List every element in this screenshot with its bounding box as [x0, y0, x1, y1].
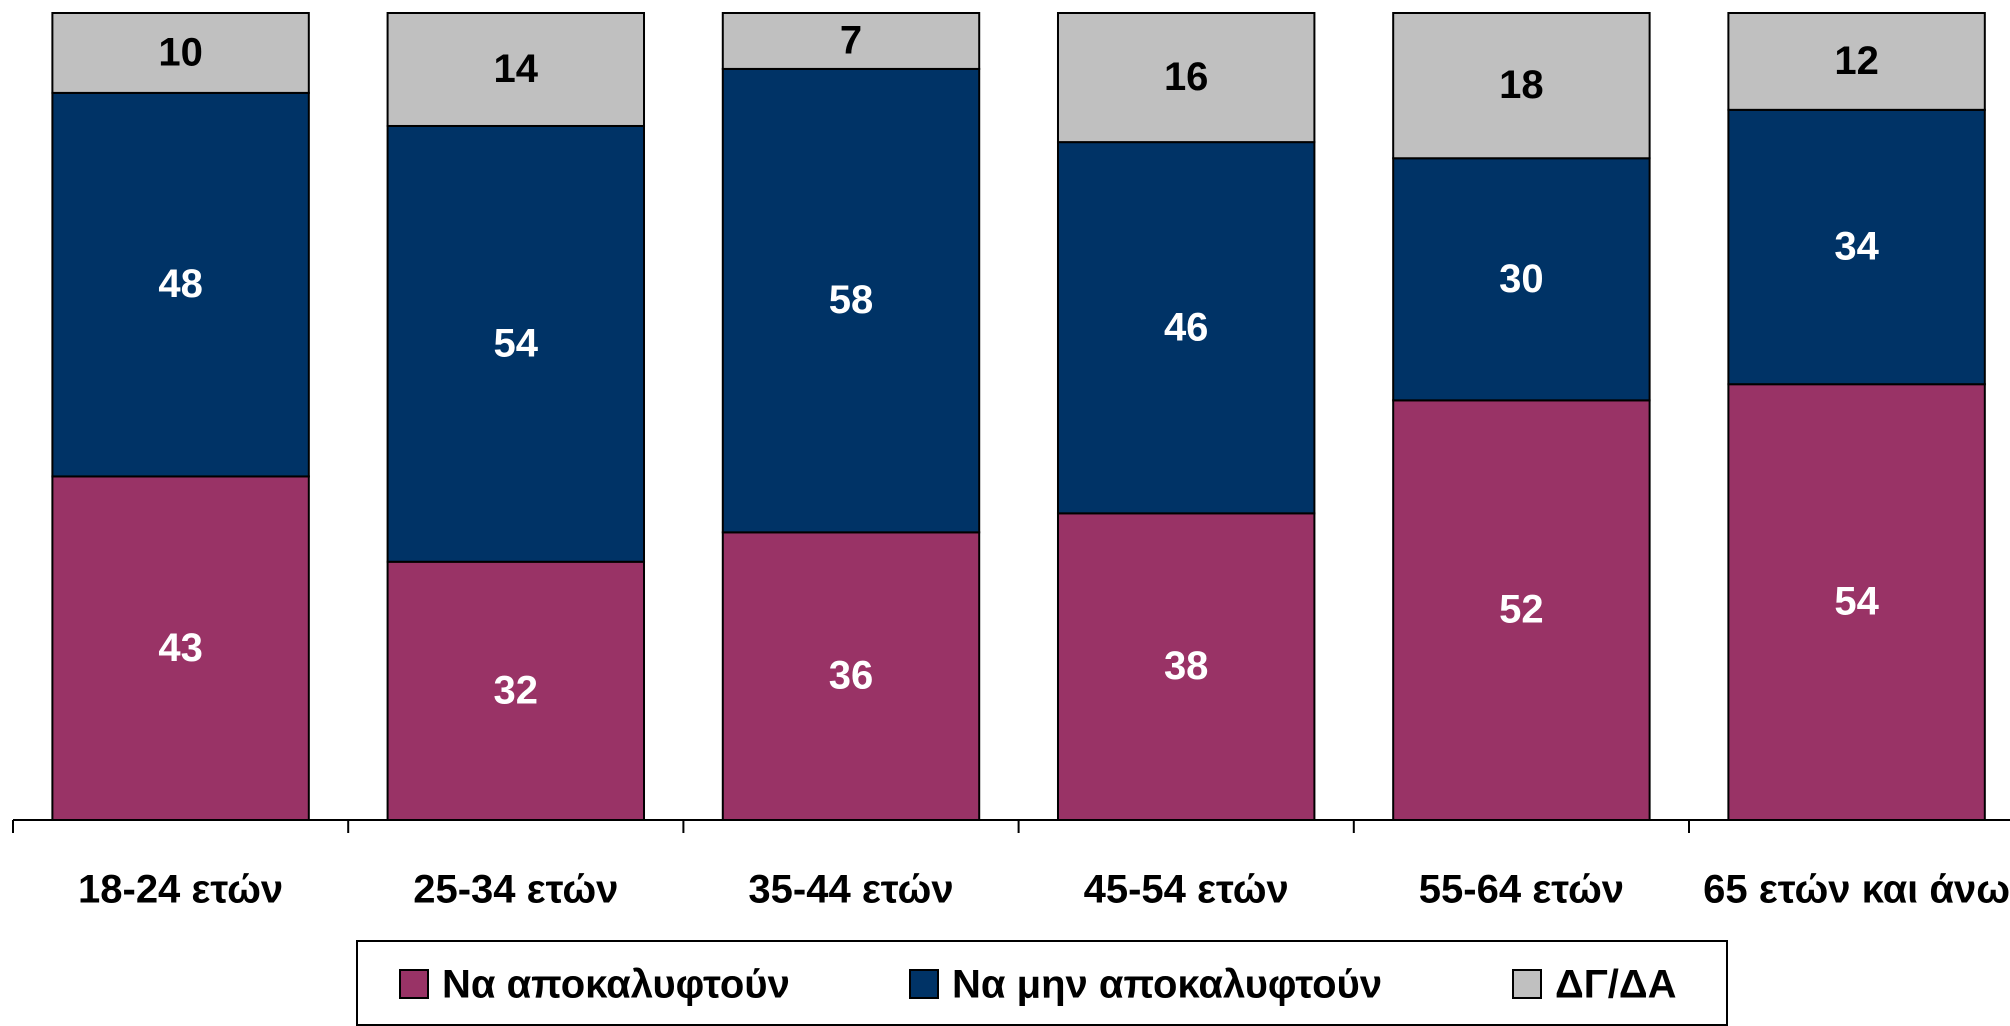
bar-segment	[1392, 12, 1651, 160]
legend-swatch	[1512, 969, 1542, 999]
legend-swatch	[909, 969, 939, 999]
value-label: 54	[494, 321, 539, 365]
value-label: 30	[1499, 257, 1544, 301]
x-tick-label: 55-64 ετών	[1419, 868, 1624, 912]
bar-segment	[1727, 12, 1986, 111]
value-label: 34	[1834, 225, 1879, 269]
bar-segment	[386, 124, 646, 563]
bar-segment	[1056, 12, 1316, 144]
bar-segment	[721, 531, 981, 821]
bar-segment	[51, 12, 310, 94]
bar-segment	[1392, 399, 1651, 821]
value-label: 7	[840, 19, 862, 63]
legend-box	[356, 940, 1728, 1026]
x-tick-label: 35-44 ετών	[748, 868, 953, 912]
legend-label: ΔΓ/ΔΑ	[1555, 963, 1677, 1007]
value-label: 43	[158, 626, 203, 670]
x-tick-label: 65 ετών και άνω	[1703, 868, 2010, 912]
x-tick-label: 18-24 ετών	[78, 868, 283, 912]
bar-segment	[1392, 157, 1651, 402]
value-label: 52	[1499, 588, 1544, 632]
bar-segment	[1727, 383, 1986, 821]
bar-segment	[386, 560, 646, 821]
value-label: 36	[829, 654, 874, 698]
bar-segment	[721, 67, 981, 534]
value-label: 12	[1834, 39, 1879, 83]
bar-segment	[1056, 512, 1316, 822]
bar-segment	[51, 475, 310, 821]
legend-swatch	[399, 969, 429, 999]
legend-label: Να μην αποκαλυφτούν	[952, 963, 1382, 1007]
bar-segment	[1056, 141, 1316, 515]
value-label: 58	[829, 278, 874, 322]
bar-segment	[721, 12, 981, 70]
x-tick-label: 45-54 ετών	[1084, 868, 1289, 912]
value-label: 46	[1164, 305, 1209, 349]
value-label: 54	[1834, 580, 1879, 624]
bar-segment	[51, 91, 310, 478]
bar-segment	[386, 12, 646, 127]
bar-segment	[1727, 108, 1986, 386]
legend-label: Να αποκαλυφτούν	[442, 963, 790, 1007]
value-label: 32	[494, 668, 539, 712]
value-label: 10	[158, 31, 203, 75]
value-label: 18	[1499, 63, 1544, 107]
value-label: 48	[158, 262, 203, 306]
x-tick-label: 25-34 ετών	[413, 868, 618, 912]
value-label: 38	[1164, 644, 1209, 688]
value-label: 14	[494, 47, 539, 91]
value-label: 16	[1164, 55, 1209, 99]
